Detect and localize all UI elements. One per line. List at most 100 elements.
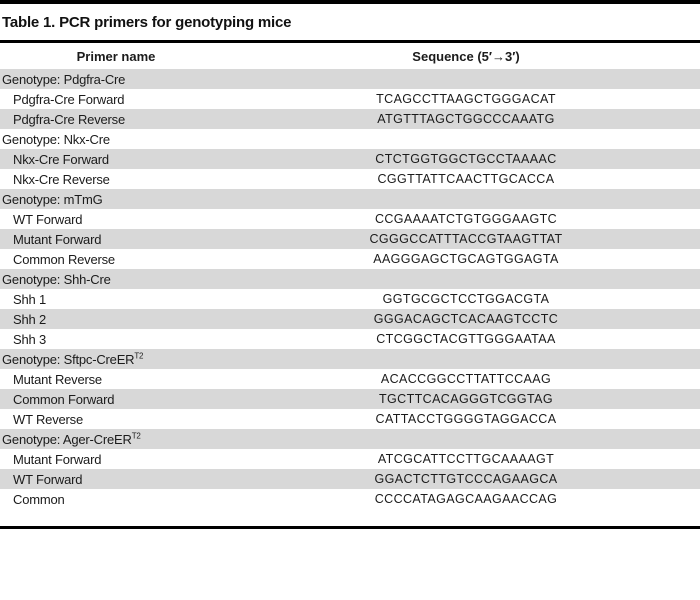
sequence-value: CGGTTATTCAACTTGCACCA <box>377 172 555 186</box>
primer-name: Pdgfra-Cre Reverse <box>13 111 125 127</box>
primer-name-cell: Common Reverse <box>0 252 232 267</box>
primer-name-cell: Mutant Forward <box>0 232 232 247</box>
table-row: Genotype: mTmG <box>0 189 700 209</box>
table-row: WT Forward CCGAAAATCTGTGGGAAGTC <box>0 209 700 229</box>
table-row: Genotype: Sftpc-CreERT2 <box>0 349 700 369</box>
table-row: Pdgfra-Cre Reverse ATGTTTAGCTGGCCCAAATG <box>0 109 700 129</box>
column-header-sequence: Sequence (5′→3′) <box>412 48 520 64</box>
primer-name-cell: WT Forward <box>0 472 232 487</box>
table-row: WT Forward GGACTCTTGTCCCAGAAGCA <box>0 469 700 489</box>
sequence-cell: AAGGGAGCTGCAGTGGAGTA <box>232 252 700 266</box>
sequence-value: GGGACAGCTCACAAGTCCTC <box>373 312 559 326</box>
primer-name-cell: Shh 1 <box>0 292 232 307</box>
sequence-cell: CTCGGCTACGTTGGGAATAA <box>232 332 700 346</box>
sequence-value: GGTGCGCTCCTGGACGTA <box>382 292 550 306</box>
sequence-value: TCAGCCTTAAGCTGGGACAT <box>376 92 556 106</box>
sequence-value: CCGAAAATCTGTGGGAAGTC <box>374 212 558 226</box>
primer-name-cell: Pdgfra-Cre Forward <box>0 92 232 107</box>
column-header-primer-name: Primer name <box>76 48 156 64</box>
table-row: Nkx-Cre Reverse CGGTTATTCAACTTGCACCA <box>0 169 700 189</box>
table-row: Common Reverse AAGGGAGCTGCAGTGGAGTA <box>0 249 700 269</box>
primer-name-cell: Common <box>0 492 232 507</box>
table-row: Genotype: Pdgfra-Cre <box>0 69 700 89</box>
primer-name-cell: Genotype: Nkx-Cre <box>0 132 300 147</box>
bottom-rule <box>0 526 700 529</box>
table-row: Shh 1 GGTGCGCTCCTGGACGTA <box>0 289 700 309</box>
sequence-cell: GGACTCTTGTCCCAGAAGCA <box>232 472 700 486</box>
sequence-cell: CCCCATAGAGCAAGAACCAG <box>232 492 700 506</box>
top-rule <box>0 0 700 4</box>
primer-name: Shh 3 <box>13 331 46 347</box>
primer-name: Mutant Forward <box>13 451 102 467</box>
table-row: Genotype: Nkx-Cre <box>0 129 700 149</box>
table-header-row: Primer name Sequence (5′→3′) <box>0 43 700 69</box>
primer-name: Common Reverse <box>13 251 115 267</box>
table-row: Mutant Forward ATCGCATTCCTTGCAAAAGT <box>0 449 700 469</box>
sequence-cell: TCAGCCTTAAGCTGGGACAT <box>232 92 700 106</box>
primer-name: WT Reverse <box>13 411 83 427</box>
primer-name-cell: Common Forward <box>0 392 232 407</box>
table-body: Genotype: Pdgfra-Cre Pdgfra-Cre Forward … <box>0 69 700 509</box>
sequence-cell: GGTGCGCTCCTGGACGTA <box>232 292 700 306</box>
sequence-value: ATGTTTAGCTGGCCCAAATG <box>377 112 555 126</box>
table-row: Shh 3 CTCGGCTACGTTGGGAATAA <box>0 329 700 349</box>
sequence-cell: ATCGCATTCCTTGCAAAAGT <box>232 452 700 466</box>
primer-name: WT Forward <box>13 211 83 227</box>
primer-name: WT Forward <box>13 471 83 487</box>
primer-name: Nkx-Cre Reverse <box>13 171 110 187</box>
sequence-value: CCCCATAGAGCAAGAACCAG <box>374 492 558 506</box>
table-title: Table 1. PCR primers for genotyping mice <box>2 14 292 31</box>
primer-name-cell: Nkx-Cre Reverse <box>0 172 232 187</box>
primer-name-sup: T2 <box>134 351 144 361</box>
primer-name: Genotype: Nkx-Cre <box>2 131 110 147</box>
primer-name-cell: Pdgfra-Cre Reverse <box>0 112 232 127</box>
sequence-value: CGGGCCATTTACCGTAAGTTAT <box>369 232 563 246</box>
primer-name: Genotype: Ager-CreER <box>2 431 132 447</box>
table-row: Mutant Reverse ACACCGGCCTTATTCCAAG <box>0 369 700 389</box>
table-row: Mutant Forward CGGGCCATTTACCGTAAGTTAT <box>0 229 700 249</box>
sequence-value: CTCTGGTGGCTGCCTAAAAC <box>375 152 557 166</box>
sequence-value: CATTACCTGGGGTAGGACCA <box>375 412 557 426</box>
sequence-cell: CATTACCTGGGGTAGGACCA <box>232 412 700 426</box>
primer-name-cell: Shh 3 <box>0 332 232 347</box>
table-bottom-padding <box>0 509 700 526</box>
primer-name-cell: WT Forward <box>0 212 232 227</box>
table-row: Pdgfra-Cre Forward TCAGCCTTAAGCTGGGACAT <box>0 89 700 109</box>
primer-name: Shh 1 <box>13 291 46 307</box>
table-row: Common CCCCATAGAGCAAGAACCAG <box>0 489 700 509</box>
primer-name-cell: Mutant Forward <box>0 452 232 467</box>
primer-name-cell: Genotype: Ager-CreERT2 <box>0 432 300 447</box>
primer-name: Mutant Reverse <box>13 371 102 387</box>
sequence-value: ATCGCATTCCTTGCAAAAGT <box>377 452 555 466</box>
primer-name-cell: Genotype: mTmG <box>0 192 300 207</box>
primer-name: Mutant Forward <box>13 231 102 247</box>
sequence-cell: TGCTTCACAGGGTCGGTAG <box>232 392 700 406</box>
sequence-cell: ACACCGGCCTTATTCCAAG <box>232 372 700 386</box>
primer-name-cell: Genotype: Shh-Cre <box>0 272 300 287</box>
sequence-cell: CGGTTATTCAACTTGCACCA <box>232 172 700 186</box>
primer-name: Common <box>13 491 65 507</box>
primer-name: Genotype: Pdgfra-Cre <box>2 71 126 87</box>
title-rule <box>0 40 700 43</box>
sequence-cell: CTCTGGTGGCTGCCTAAAAC <box>232 152 700 166</box>
primer-name: Shh 2 <box>13 311 46 327</box>
primer-name-cell: Shh 2 <box>0 312 232 327</box>
table-row: Common Forward TGCTTCACAGGGTCGGTAG <box>0 389 700 409</box>
primer-name-cell: Genotype: Sftpc-CreERT2 <box>0 352 300 367</box>
sequence-value: GGACTCTTGTCCCAGAAGCA <box>374 472 558 486</box>
table-row: Genotype: Shh-Cre <box>0 269 700 289</box>
sequence-value: AAGGGAGCTGCAGTGGAGTA <box>373 252 559 266</box>
primer-name: Genotype: Shh-Cre <box>2 271 111 287</box>
table-row: Shh 2 GGGACAGCTCACAAGTCCTC <box>0 309 700 329</box>
primer-name-sup: T2 <box>131 431 141 441</box>
primer-name: Genotype: Sftpc-CreER <box>2 351 135 367</box>
primer-name: Nkx-Cre Forward <box>13 151 109 167</box>
sequence-value: CTCGGCTACGTTGGGAATAA <box>376 332 556 346</box>
sequence-cell: ATGTTTAGCTGGCCCAAATG <box>232 112 700 126</box>
primer-name-cell: Nkx-Cre Forward <box>0 152 232 167</box>
sequence-value: ACACCGGCCTTATTCCAAG <box>380 372 552 386</box>
sequence-cell: CCGAAAATCTGTGGGAAGTC <box>232 212 700 226</box>
sequence-value: TGCTTCACAGGGTCGGTAG <box>378 392 554 406</box>
sequence-cell: GGGACAGCTCACAAGTCCTC <box>232 312 700 326</box>
